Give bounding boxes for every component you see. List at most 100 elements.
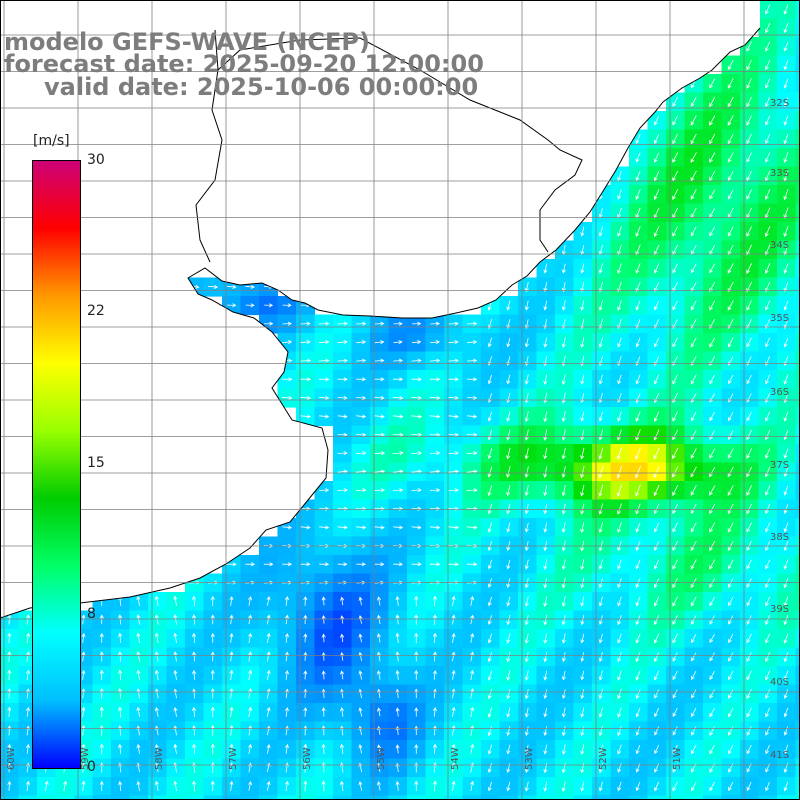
wind-arrow [506, 559, 511, 570]
wind-arrow [653, 503, 660, 515]
wind-arrow [746, 300, 752, 311]
wind-arrow [635, 152, 641, 163]
wind-arrow [580, 226, 585, 237]
wind-arrow [672, 633, 678, 644]
wind-arrow [672, 708, 678, 718]
wind-arrow [598, 484, 604, 497]
wind-arrow [374, 377, 385, 382]
wind-arrow [728, 615, 734, 625]
wind-arrow [448, 358, 459, 363]
wind-arrow [411, 488, 422, 493]
wind-arrow [783, 41, 789, 52]
wind-arrow [765, 466, 771, 478]
wind-cell [795, 795, 800, 800]
wind-arrow [414, 743, 419, 754]
wind-arrow [192, 688, 197, 699]
wind-arrow [319, 506, 330, 511]
wind-arrow [728, 374, 734, 385]
lon-label: 57W [228, 747, 239, 770]
lat-label: 39S [770, 604, 790, 615]
wind-arrow [709, 671, 715, 681]
wind-cell [721, 444, 741, 464]
wind-arrow [709, 78, 716, 89]
wind-arrow [374, 451, 386, 456]
wind-arrow [393, 506, 404, 511]
wind-arrow [432, 780, 437, 792]
wind-arrow [543, 522, 548, 533]
wind-cell [684, 314, 704, 334]
wind-arrow [672, 781, 678, 792]
wind-arrow [543, 485, 548, 497]
wind-arrow [248, 780, 253, 791]
wind-arrow [229, 743, 234, 755]
wind-arrow [358, 780, 363, 791]
wind-cell [740, 555, 760, 575]
wind-arrow [487, 337, 492, 348]
wind-arrow [392, 451, 404, 456]
wind-cell [666, 296, 686, 316]
wind-cell [795, 92, 800, 112]
wind-arrow [321, 670, 326, 680]
wind-arrow [654, 781, 660, 792]
wind-arrow [617, 189, 622, 200]
lat-label: 35S [770, 313, 790, 324]
wind-arrow [690, 115, 697, 126]
wind-arrow [414, 651, 419, 662]
wind-arrow [672, 615, 678, 626]
wind-cell [721, 166, 741, 186]
wind-arrow [321, 780, 326, 792]
wind-arrow [430, 340, 441, 345]
colorbar-tick-label: 8 [87, 606, 96, 622]
wind-cell [684, 351, 704, 371]
wind-arrow [691, 633, 697, 644]
wind-cell [740, 499, 760, 519]
wind-cell [795, 333, 800, 353]
wind-arrow [210, 724, 215, 736]
wind-arrow [561, 466, 566, 479]
wind-cell [703, 481, 723, 501]
wind-arrow [746, 726, 752, 736]
wind-arrow [580, 281, 585, 293]
wind-cell [684, 629, 704, 649]
wind-arrow [448, 321, 459, 326]
wind-arrow [506, 633, 511, 644]
wind-arrow [764, 226, 771, 238]
wind-arrow [580, 725, 585, 737]
wind-arrow [337, 488, 348, 493]
wind-arrow [746, 96, 752, 108]
wind-arrow [356, 395, 367, 400]
wind-arrow [783, 689, 789, 699]
wind-cell [740, 573, 760, 593]
wind-cell [703, 166, 723, 186]
wind-arrow [81, 706, 86, 718]
wind-arrow [635, 633, 641, 644]
wind-arrow [543, 744, 548, 755]
wind-cell [684, 555, 704, 575]
wind-cell [721, 92, 741, 112]
wind-cell [444, 795, 464, 800]
wind-arrow [727, 115, 734, 126]
wind-arrow [543, 374, 548, 385]
wind-arrow [543, 651, 548, 663]
wind-arrow [487, 485, 493, 497]
wind-arrow [374, 432, 386, 437]
wind-arrow [487, 725, 493, 737]
wind-cell [740, 407, 760, 427]
wind-arrow [653, 189, 660, 200]
wind-arrow [63, 780, 68, 792]
wind-arrow [783, 337, 789, 348]
wind-arrow [709, 152, 716, 163]
wind-cell [740, 203, 760, 223]
wind-arrow [356, 340, 367, 345]
wind-arrow [709, 707, 715, 718]
wind-arrow [432, 632, 437, 643]
wind-arrow [709, 744, 715, 755]
wind-cell [666, 259, 686, 279]
wind-arrow [561, 429, 566, 441]
wind-cell [703, 444, 723, 464]
wind-cell [703, 592, 723, 612]
wind-arrow [466, 321, 478, 326]
wind-arrow [524, 522, 529, 533]
wind-cell [795, 203, 800, 223]
